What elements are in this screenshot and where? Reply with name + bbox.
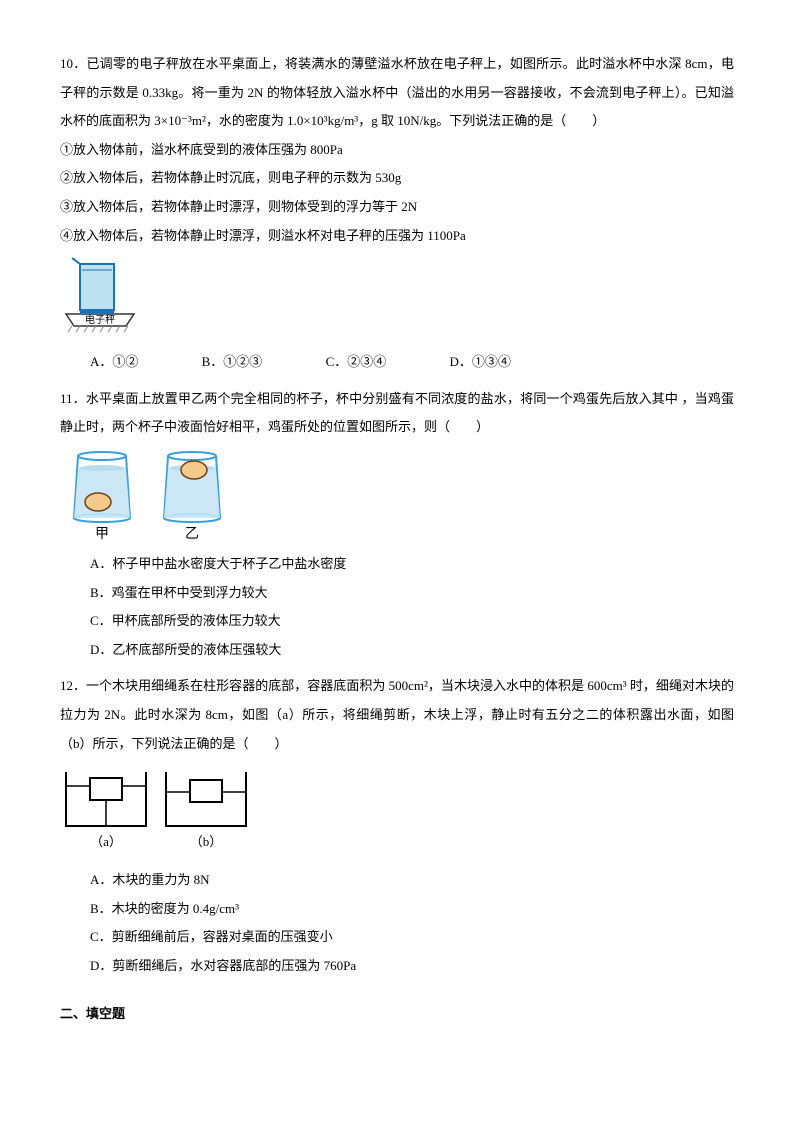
question-12: 12．一个木块用细绳系在柱形容器的底部，容器底面积为 500cm²，当木块浸入水… [60,672,734,980]
container-block-icon: （a） （b） [60,762,260,862]
q10-stmt-3: ③放入物体后，若物体静止时漂浮，则物体受到的浮力等于 2N [60,193,734,222]
q10-stmt-2: ②放入物体后，若物体静止时沉底，则电子秤的示数为 530g [60,164,734,193]
q12-opt-d: D．剪断细绳后，水对容器底部的压强为 760Pa [60,952,734,981]
q11-figure: 甲 乙 [60,446,734,546]
q11-opt-d: D．乙杯底部所受的液体压强较大 [60,636,734,665]
q10-options: A．①② B．①②③ C．②③④ D．①③④ [60,348,734,377]
question-11: 11．水平桌面上放置甲乙两个完全相同的杯子，杯中分别盛有不同浓度的盐水，将同一个… [60,385,734,665]
svg-text:甲: 甲 [95,527,109,542]
q10-stmt-4: ④放入物体后，若物体静止时漂浮，则溢水杯对电子秤的压强为 1100Pa [60,222,734,251]
svg-text:（b）: （b） [190,834,223,849]
q10-opt-b: B．①②③ [202,348,263,377]
question-10: 10．已调零的电子秤放在水平桌面上，将装满水的薄壁溢水杯放在电子秤上，如图所示。… [60,50,734,377]
svg-text:（a）: （a） [90,834,122,849]
scale-label: 电子秤 [85,313,115,326]
q10-body: 10．已调零的电子秤放在水平桌面上，将装满水的薄壁溢水杯放在电子秤上，如图所示。… [60,50,734,136]
q12-figure: （a） （b） [60,762,734,862]
section-2-heading: 二、填空题 [60,1000,734,1029]
q11-body: 11．水平桌面上放置甲乙两个完全相同的杯子，杯中分别盛有不同浓度的盐水，将同一个… [60,385,734,442]
q10-figure: 电子秤 [60,254,734,344]
q10-opt-a: A．①② [90,348,138,377]
q11-opt-c: C．甲杯底部所受的液体压力较大 [60,607,734,636]
q12-opt-a: A．木块的重力为 8N [60,866,734,895]
q11-opt-a: A．杯子甲中盐水密度大于杯子乙中盐水密度 [60,550,734,579]
q12-opt-c: C．剪断细绳前后，容器对桌面的压强变小 [60,923,734,952]
cups-icon: 甲 乙 [60,446,240,546]
q10-opt-d: D．①③④ [449,348,510,377]
q12-body: 12．一个木块用细绳系在柱形容器的底部，容器底面积为 500cm²，当木块浸入水… [60,672,734,758]
q11-opt-b: B．鸡蛋在甲杯中受到浮力较大 [60,579,734,608]
q10-stmt-1: ①放入物体前，溢水杯底受到的液体压强为 800Pa [60,136,734,165]
q10-opt-c: C．②③④ [326,348,387,377]
scale-cup-icon: 电子秤 [60,254,140,344]
q12-opt-b: B．木块的密度为 0.4g/cm³ [60,895,734,924]
svg-text:乙: 乙 [185,526,199,542]
